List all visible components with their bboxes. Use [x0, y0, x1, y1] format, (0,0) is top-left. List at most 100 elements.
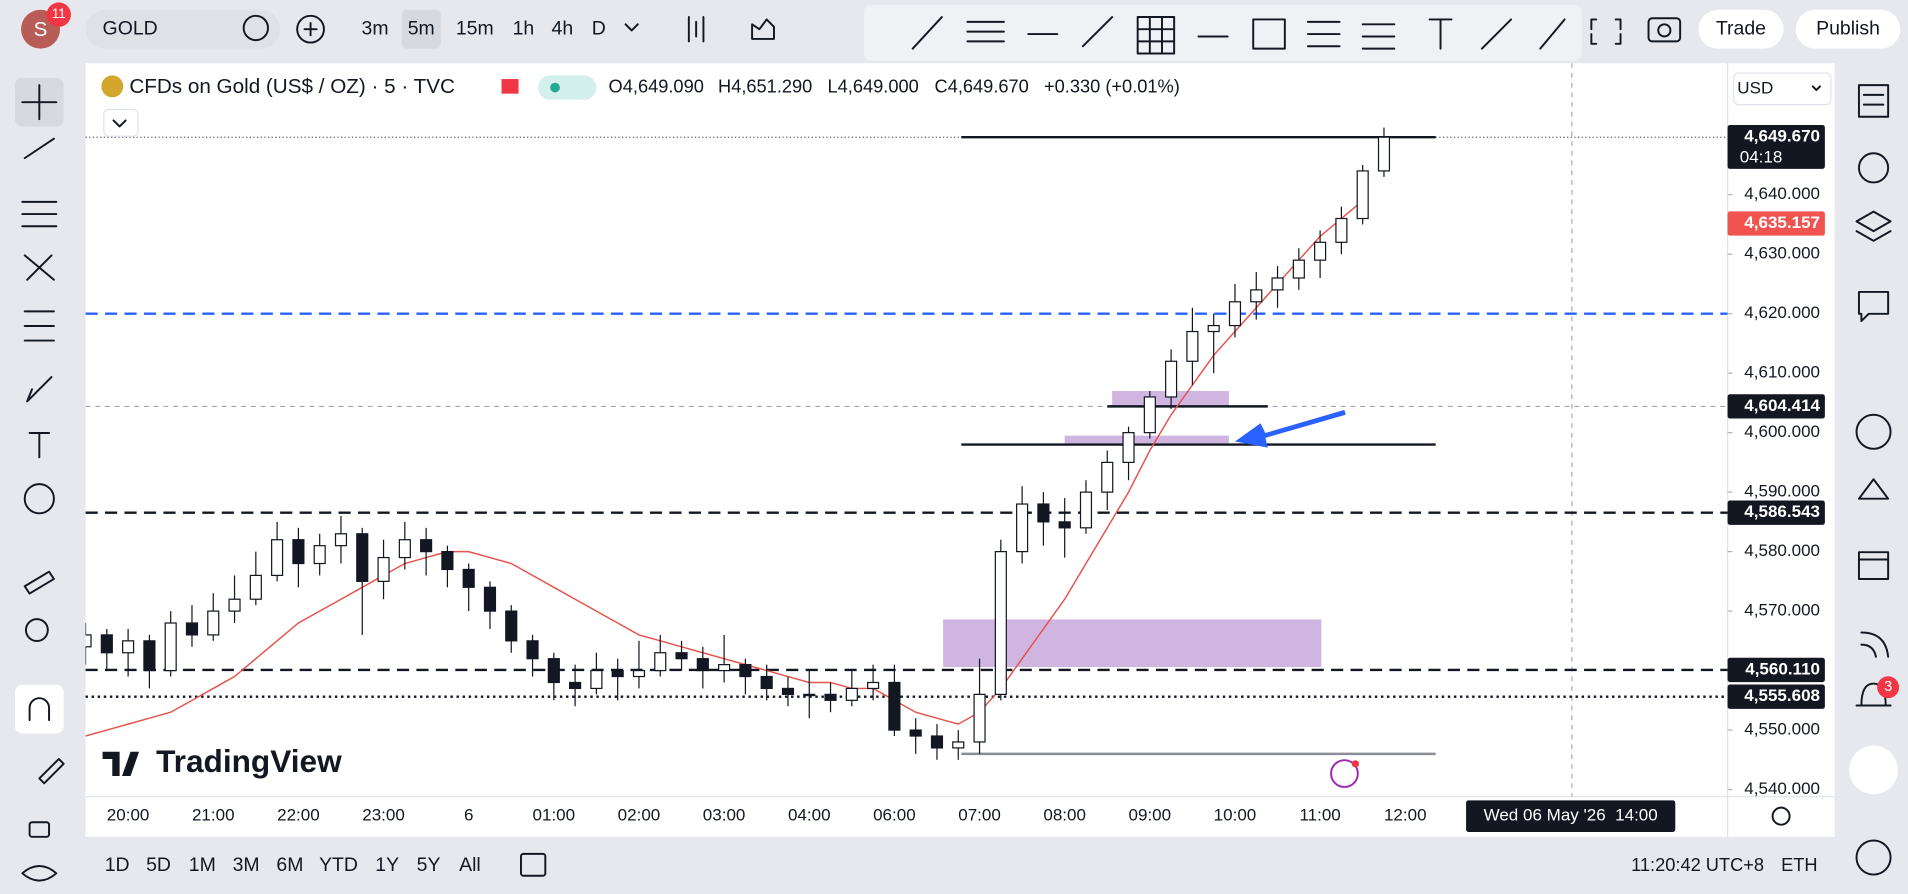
drawing-tools[interactable]	[911, 16, 1566, 55]
candle-body	[888, 681, 901, 731]
lock[interactable]	[28, 821, 51, 838]
trade-button[interactable]	[1698, 9, 1784, 49]
eye[interactable]	[21, 865, 58, 882]
event-icon[interactable]	[1330, 759, 1359, 788]
range-button[interactable]: 5D	[146, 854, 171, 876]
timeframe[interactable]: D	[592, 17, 606, 39]
plot	[85, 63, 1728, 797]
currency-select[interactable]	[1733, 72, 1832, 106]
apps[interactable]	[1849, 745, 1898, 795]
legend: CFDs on Gold (US$ / OZ) · 5 · TVC O4,649…	[101, 72, 1832, 137]
lens	[1657, 23, 1672, 38]
candle-body	[760, 675, 773, 690]
screenshot[interactable]	[1647, 17, 1682, 43]
fullscreen[interactable]	[1590, 18, 1622, 45]
x-tick-label: 22:00	[277, 806, 320, 825]
watermark-text: TradingView	[156, 743, 342, 779]
timeframe[interactable]: 4h	[552, 17, 574, 39]
candle-body	[420, 539, 433, 553]
candle-body	[1122, 432, 1135, 463]
price-badge-label: 4,635.157	[1744, 213, 1820, 232]
x-tick-label: 12:00	[1384, 806, 1427, 825]
candle-body	[334, 533, 348, 547]
price-badge-label: 4,555.608	[1744, 686, 1820, 705]
candle-body	[462, 568, 475, 588]
legend-title: CFDs on Gold (US$ / OZ) · 5 · TVC	[129, 75, 455, 98]
range-button[interactable]: 1Y	[375, 854, 399, 876]
range-button[interactable]: YTD	[319, 854, 358, 876]
candle-body	[547, 658, 560, 684]
x-tick-label: 01:00	[533, 806, 576, 825]
side-icons[interactable]	[1855, 84, 1892, 707]
range-button[interactable]: 6M	[276, 854, 303, 876]
x-tick-label: 23:00	[362, 806, 405, 825]
candle-body	[803, 693, 816, 697]
candle-body	[718, 664, 731, 672]
publish-button[interactable]	[1795, 9, 1901, 49]
price-badge	[1727, 500, 1825, 525]
candle-body	[1079, 491, 1093, 529]
x-tick-label: 11:00	[1299, 806, 1340, 825]
candle-body	[164, 622, 177, 672]
timeframe[interactable]: 1h	[513, 17, 535, 39]
candle-body	[100, 634, 113, 654]
candle-body	[526, 640, 539, 660]
countdown: 04:18	[1740, 147, 1783, 166]
x-tick-label: 20:00	[107, 806, 150, 825]
range-button[interactable]: All	[459, 854, 481, 876]
candle-body	[313, 545, 326, 565]
dropdown[interactable]	[624, 23, 639, 32]
magnet-bg[interactable]	[14, 684, 64, 734]
avatar-letter: S	[34, 18, 48, 41]
clock: 11:20:42 UTC+8	[1631, 854, 1764, 875]
symbol-logo	[101, 75, 124, 98]
candle-body	[207, 610, 220, 636]
indicators[interactable]	[751, 18, 775, 40]
range-button[interactable]: 1D	[105, 854, 130, 876]
timeframes: 3m 5m 15m 1h 4h D	[362, 9, 606, 49]
alarm[interactable]	[1857, 152, 1890, 184]
trade-label: Trade	[1716, 17, 1766, 39]
status-pill	[538, 75, 597, 100]
y-tick-label: 4,590.000	[1744, 482, 1820, 501]
y-tick-label: 4,580.000	[1744, 541, 1820, 560]
emoji-tool[interactable]	[23, 483, 55, 515]
y-tick-label: 4,640.000	[1744, 184, 1820, 203]
add-symbol[interactable]	[296, 14, 325, 44]
candle-body	[654, 652, 667, 672]
timeframe[interactable]: 5m	[408, 17, 435, 39]
candle-body	[85, 634, 92, 648]
timeframe[interactable]: 3m	[362, 17, 389, 39]
watermark: TradingView	[102, 743, 1360, 788]
date-range[interactable]	[520, 852, 547, 877]
candle-body	[1314, 241, 1327, 261]
candle-body	[1058, 521, 1071, 529]
x-tick-label: 07:00	[958, 806, 1001, 825]
candle-body	[973, 693, 986, 743]
y-tick-label: 4,550.000	[1744, 720, 1820, 739]
crosshair-time-bg	[1466, 800, 1676, 832]
timeframe[interactable]: 15m	[456, 17, 494, 39]
candle-body	[356, 533, 369, 582]
candle-body	[952, 741, 965, 749]
symbol-search[interactable]	[85, 9, 281, 49]
tool-icons[interactable]	[21, 84, 65, 785]
settings[interactable]	[1771, 806, 1791, 826]
hotlist[interactable]	[1855, 413, 1892, 450]
axes: 4,540.0004,550.0004,560.0004,570.0004,58…	[107, 125, 1825, 832]
help[interactable]	[1855, 839, 1892, 876]
range-button[interactable]: 3M	[233, 854, 260, 876]
y-tick-label: 4,570.000	[1744, 601, 1820, 620]
collapse[interactable]	[103, 108, 139, 137]
range-button[interactable]: 5Y	[417, 854, 441, 876]
candle-body	[228, 598, 241, 612]
candle-body	[867, 681, 880, 690]
candle-body	[1143, 396, 1156, 434]
chart-type[interactable]	[687, 16, 705, 43]
price-badge	[1727, 657, 1825, 683]
price-badge	[1727, 684, 1825, 709]
zoom-tool[interactable]	[24, 618, 49, 642]
candle-body	[1250, 289, 1263, 303]
range-button[interactable]: 1M	[189, 854, 216, 876]
x-tick-label: 09:00	[1129, 806, 1172, 825]
